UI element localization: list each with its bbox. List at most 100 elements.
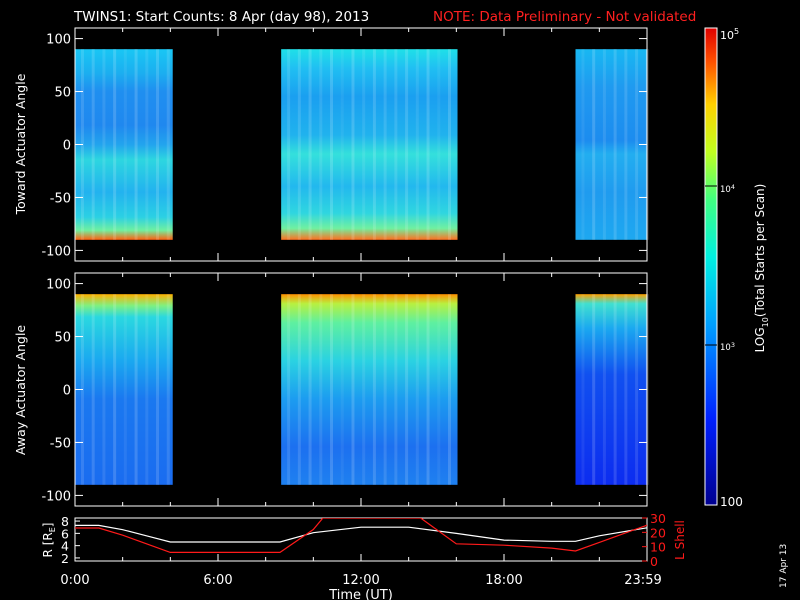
x-tick-label: 18:00 bbox=[485, 573, 522, 588]
time-bin-stripe bbox=[134, 49, 138, 240]
data-block bbox=[281, 49, 458, 240]
time-bin-stripe bbox=[383, 49, 387, 240]
colorbar-tick-1e3: 103 bbox=[720, 341, 735, 353]
time-bin-stripe bbox=[394, 49, 398, 240]
time-bin-stripe bbox=[330, 49, 334, 240]
time-bin-stripe bbox=[624, 49, 628, 240]
time-bin-stripe bbox=[613, 294, 617, 485]
y-tick-label: 50 bbox=[54, 331, 71, 346]
time-bin-stripe bbox=[287, 49, 291, 240]
time-bin-stripe bbox=[308, 49, 312, 240]
data-block bbox=[75, 294, 173, 485]
time-bin-stripe bbox=[319, 294, 323, 485]
time-bin-stripe bbox=[415, 49, 419, 240]
time-bin-stripe bbox=[437, 49, 441, 240]
data-block bbox=[575, 49, 647, 240]
colorbar-tick-100: 100 bbox=[720, 495, 743, 509]
time-bin-stripe bbox=[113, 294, 117, 485]
time-bin-stripe bbox=[123, 294, 127, 485]
time-bin-stripe bbox=[156, 49, 160, 240]
time-bin-stripe bbox=[447, 49, 451, 240]
time-bin-stripe bbox=[581, 49, 585, 240]
time-bin-stripe bbox=[592, 49, 596, 240]
time-bin-stripe bbox=[123, 49, 127, 240]
time-bin-stripe bbox=[415, 294, 419, 485]
time-bin-stripe bbox=[394, 294, 398, 485]
colorbar-tick-1e5: 105 bbox=[720, 27, 739, 42]
y-tick-label: -50 bbox=[50, 191, 71, 206]
time-bin-stripe bbox=[362, 49, 366, 240]
time-bin-stripe bbox=[102, 49, 106, 240]
time-bin-stripe bbox=[613, 49, 617, 240]
colorbar bbox=[704, 27, 718, 506]
x-tick-label: 12:00 bbox=[342, 573, 379, 588]
radius-series-line bbox=[75, 524, 647, 543]
time-bin-stripe bbox=[372, 49, 376, 240]
orbit-left-tick-label: 2 bbox=[61, 551, 69, 566]
time-bin-stripe bbox=[287, 294, 291, 485]
time-bin-stripe bbox=[297, 49, 301, 240]
y-tick-label: 50 bbox=[54, 86, 71, 101]
x-tick-label: 6:00 bbox=[203, 573, 232, 588]
time-bin-stripe bbox=[383, 294, 387, 485]
time-bin-stripe bbox=[581, 294, 585, 485]
y-tick-label: 0 bbox=[63, 384, 71, 399]
time-bin-stripe bbox=[351, 294, 355, 485]
date-stamp: 17 Apr 13 bbox=[779, 544, 789, 588]
orbit-left-tick-label: 8 bbox=[61, 514, 69, 529]
time-bin-stripe bbox=[602, 294, 606, 485]
time-bin-stripe bbox=[91, 294, 95, 485]
orbit-right-tick-label: 30 bbox=[650, 511, 666, 526]
time-bin-stripe bbox=[624, 294, 628, 485]
x-tick-label: 23:59 bbox=[624, 573, 661, 588]
away-ylabel: Away Actuator Angle bbox=[13, 325, 28, 456]
time-bin-stripe bbox=[447, 294, 451, 485]
y-tick-label: -100 bbox=[41, 244, 71, 259]
orbit-right-tick-label: 10 bbox=[650, 540, 666, 555]
y-tick-label: 0 bbox=[63, 139, 71, 154]
orbit-left-label: R [RE] bbox=[41, 523, 57, 558]
time-bin-stripe bbox=[426, 294, 430, 485]
time-bin-stripe bbox=[102, 294, 106, 485]
colorbar-label: LOG10(Total Starts per Scan) bbox=[753, 184, 770, 353]
orbit-left-tick-label: 4 bbox=[61, 539, 69, 554]
colorbar-tick-1e4: 104 bbox=[720, 183, 735, 195]
data-block bbox=[75, 49, 173, 240]
data-block bbox=[281, 294, 458, 485]
time-bin-stripe bbox=[340, 49, 344, 240]
orbit-left-tick-label: 6 bbox=[61, 526, 69, 541]
time-bin-stripe bbox=[426, 49, 430, 240]
time-bin-stripe bbox=[372, 294, 376, 485]
time-bin-stripe bbox=[113, 49, 117, 240]
orbit-right-label: L Shell bbox=[673, 520, 687, 560]
orbit-right-tick-label: 20 bbox=[650, 525, 666, 540]
toward-heatmap-panel: 100 50 0 -50 -100 bbox=[41, 27, 649, 262]
time-bin-stripe bbox=[405, 294, 409, 485]
time-bin-stripe bbox=[437, 294, 441, 485]
time-bin-stripe bbox=[166, 49, 170, 240]
data-block bbox=[575, 294, 647, 485]
time-bin-stripe bbox=[297, 294, 301, 485]
time-bin-stripe bbox=[166, 294, 170, 485]
time-bin-stripe bbox=[362, 294, 366, 485]
plot-title: TWINS1: Start Counts: 8 Apr (day 98), 20… bbox=[73, 9, 369, 25]
colorbar-ticks bbox=[705, 185, 717, 346]
x-axis-label: Time (UT) bbox=[328, 588, 393, 600]
time-bin-stripe bbox=[602, 49, 606, 240]
time-bin-stripe bbox=[134, 294, 138, 485]
time-bin-stripe bbox=[340, 294, 344, 485]
time-bin-stripe bbox=[405, 49, 409, 240]
away-heatmap-panel: 100 50 0 -50 -100 bbox=[41, 272, 649, 507]
y-tick-label: -50 bbox=[50, 436, 71, 451]
time-bin-stripe bbox=[156, 294, 160, 485]
lshell-series-line bbox=[75, 518, 647, 554]
orbit-right-tick-label: 0 bbox=[650, 554, 658, 569]
time-bin-stripe bbox=[330, 294, 334, 485]
time-bin-stripe bbox=[319, 49, 323, 240]
time-bin-stripe bbox=[308, 294, 312, 485]
preliminary-note: NOTE: Data Preliminary - Not validated bbox=[433, 9, 696, 25]
time-bin-stripe bbox=[91, 49, 95, 240]
y-tick-label: -100 bbox=[41, 489, 71, 504]
